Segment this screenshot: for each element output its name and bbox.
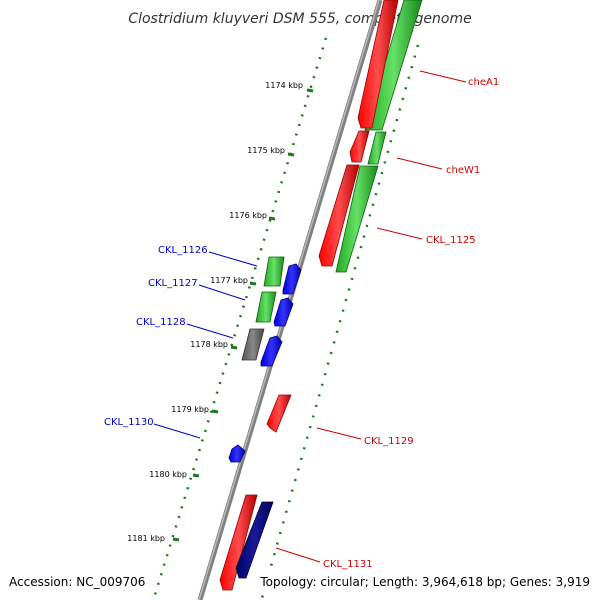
tick-mark-1179 bbox=[211, 409, 219, 414]
gene-ckl-1130-blue bbox=[228, 444, 246, 463]
connector-chew1 bbox=[396, 157, 443, 170]
gene-label-chew1: cheW1 bbox=[446, 165, 480, 176]
connector-ckl-1126 bbox=[208, 251, 258, 267]
tick-mark-1175 bbox=[287, 152, 295, 157]
connector-ckl-1129 bbox=[316, 427, 362, 440]
gene-label-ckl-1128: CKL_1128 bbox=[136, 317, 186, 328]
gene-label-ckl-1127: CKL_1127 bbox=[148, 278, 198, 289]
tick-label-1181: 1181 kbp bbox=[127, 534, 165, 543]
tick-mark-1176 bbox=[268, 216, 276, 221]
map-title: Clostridium kluyveri DSM 555, complete g… bbox=[128, 11, 471, 27]
inner-tick-track bbox=[260, 44, 420, 599]
gene-ckl-1127-green bbox=[255, 291, 277, 323]
tick-mark-1174 bbox=[306, 88, 314, 93]
tick-label-1177: 1177 kbp bbox=[210, 276, 248, 285]
tick-label-1176: 1176 kbp bbox=[229, 211, 267, 220]
gene-label-ckl-1126: CKL_1126 bbox=[158, 245, 208, 256]
gene-label-ckl-1130: CKL_1130 bbox=[104, 417, 154, 428]
gene-red-cds-1 bbox=[357, 0, 399, 129]
tick-label-1175: 1175 kbp bbox=[247, 146, 285, 155]
gene-chew1 bbox=[367, 131, 387, 165]
gene-label-ckl-1131: CKL_1131 bbox=[323, 559, 373, 570]
gene-ckl-1127-blue bbox=[273, 297, 294, 327]
gene-red-cds-2 bbox=[349, 130, 370, 163]
accession-text: Accession: NC_009706 bbox=[9, 575, 145, 589]
tick-label-1178: 1178 kbp bbox=[190, 340, 228, 349]
gene-ckl-1128-blue bbox=[260, 335, 283, 367]
connector-ckl-1127 bbox=[198, 284, 246, 301]
tick-mark-1177 bbox=[249, 281, 257, 286]
topology-text: Topology: circular; Length: 3,964,618 bp… bbox=[259, 575, 590, 589]
gene-ckl-1129-red bbox=[266, 394, 292, 433]
connector-ckl-1130 bbox=[153, 423, 201, 439]
gene-red-cds-3 bbox=[318, 164, 360, 267]
gene-ckl-1126-green bbox=[263, 256, 285, 287]
connector-ckl-1128 bbox=[186, 323, 234, 339]
topology-background bbox=[258, 572, 594, 592]
gene-ckl-1131-navy bbox=[235, 501, 274, 579]
connector-ckl-1131 bbox=[275, 547, 321, 563]
tick-mark-1178 bbox=[230, 345, 238, 350]
tick-label-1174: 1174 kbp bbox=[265, 81, 303, 90]
gene-label-ckl-1129: CKL_1129 bbox=[364, 436, 414, 447]
gene-ckl-1128-gray bbox=[241, 328, 265, 361]
gene-ckl-1126-blue bbox=[282, 263, 302, 295]
tick-mark-1181 bbox=[172, 537, 180, 542]
tick-label-1180: 1180 kbp bbox=[149, 470, 187, 479]
gene-ckl-1131-red bbox=[219, 494, 258, 591]
gene-label-ckl-1125: CKL_1125 bbox=[426, 235, 476, 246]
tick-label-1179: 1179 kbp bbox=[171, 405, 209, 414]
connector-ckl-1125 bbox=[376, 227, 423, 240]
tick-mark-1180 bbox=[192, 473, 200, 478]
gene-label-chea1: cheA1 bbox=[468, 77, 499, 88]
connector-chea1 bbox=[419, 70, 467, 83]
gene-ckl-1125 bbox=[335, 165, 379, 273]
